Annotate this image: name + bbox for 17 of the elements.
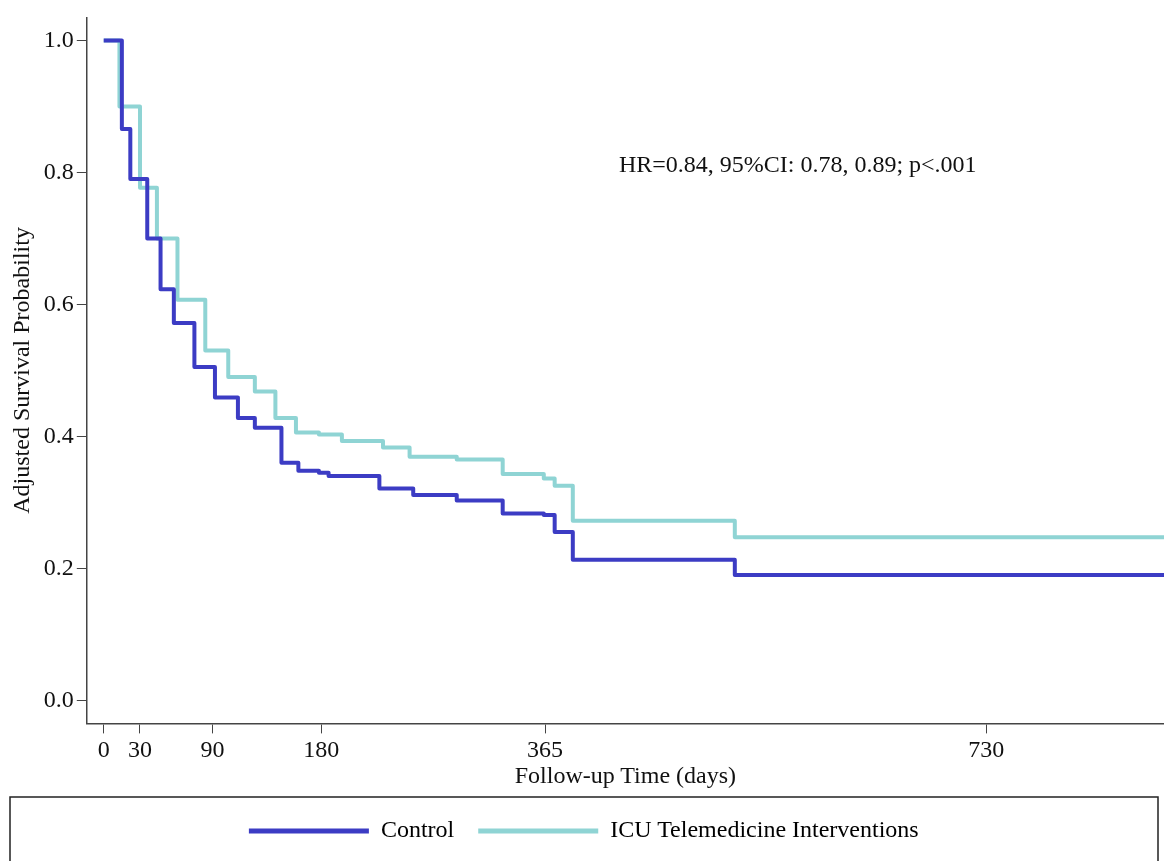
y-tick-label: 0.2 (43, 553, 74, 580)
x-axis-title: Follow-up Time (days) (514, 761, 737, 788)
legend-label: ICU Telemedicine Interventions (610, 816, 919, 843)
y-tick-label: 0.0 (43, 685, 74, 712)
y-axis-title: Adjusted Survival Probability (7, 227, 34, 514)
y-tick-label: 0.4 (43, 421, 74, 448)
x-tick-label: 90 (200, 736, 225, 763)
x-tick-label: 180 (303, 736, 340, 763)
x-tick-label: 730 (968, 736, 1005, 763)
x-tick-label: 0 (97, 736, 110, 763)
y-tick-label: 0.8 (43, 157, 74, 184)
y-tick-label: 0.6 (43, 289, 74, 316)
x-tick-label: 365 (527, 736, 563, 763)
y-tick-label: 1.0 (43, 25, 74, 52)
x-tick-label: 30 (128, 736, 152, 763)
annotation: HR=0.84, 95%CI: 0.78, 0.89; p<.001 (618, 150, 977, 177)
legend-label: Control (380, 816, 455, 843)
